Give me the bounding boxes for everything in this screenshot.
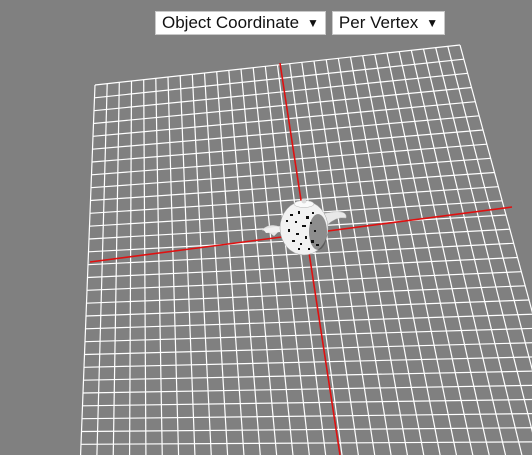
grid-line: [82, 398, 532, 407]
grid-line: [81, 427, 532, 433]
shading-mode-value: Per Vertex: [338, 13, 419, 32]
grid-line: [96, 83, 108, 455]
grid-line: [191, 74, 212, 455]
grid-line: [82, 384, 532, 394]
grid-line: [143, 79, 147, 455]
grid-line: [447, 46, 532, 371]
ground-grid: [79, 44, 532, 455]
grid-line: [84, 327, 532, 343]
grid-line: [85, 299, 530, 317]
grid-line: [228, 70, 261, 455]
grid-line: [79, 84, 96, 455]
grid-line: [264, 66, 310, 455]
grid-line: [362, 55, 441, 455]
grid-line: [252, 67, 294, 455]
grid-line: [325, 59, 392, 455]
grid-line: [386, 52, 474, 455]
grid-line: [459, 44, 532, 314]
grid-line: [80, 441, 532, 445]
chevron-down-icon: ▼: [307, 16, 319, 30]
grid-line: [216, 71, 245, 455]
grid-line: [422, 48, 523, 455]
grid-line: [128, 80, 133, 455]
grid-line: [167, 76, 180, 455]
grid-line: [83, 370, 532, 381]
coordinate-mode-select[interactable]: Object Coordinate ▼: [155, 11, 326, 35]
axis-line: [279, 62, 341, 455]
grid-line: [289, 63, 343, 455]
chevron-down-icon: ▼: [426, 16, 439, 30]
grid-line: [410, 50, 507, 455]
grid-line: [81, 413, 532, 420]
coordinate-mode-value: Object Coordinate: [162, 13, 300, 32]
shading-mode-select[interactable]: Per Vertex ▼: [331, 11, 446, 35]
grid-line: [112, 82, 120, 455]
grid-line: [83, 356, 532, 368]
grid-line: [86, 285, 526, 304]
grid-line: [435, 47, 532, 433]
grid-line: [349, 56, 425, 455]
teapot-icon[interactable]: [261, 198, 347, 256]
grid-line: [313, 60, 376, 455]
render-controls: Object Coordinate ▼ Per Vertex ▼: [155, 11, 446, 35]
grid-line: [374, 54, 458, 455]
grid-line: [179, 75, 196, 455]
grid-line: [155, 78, 163, 455]
